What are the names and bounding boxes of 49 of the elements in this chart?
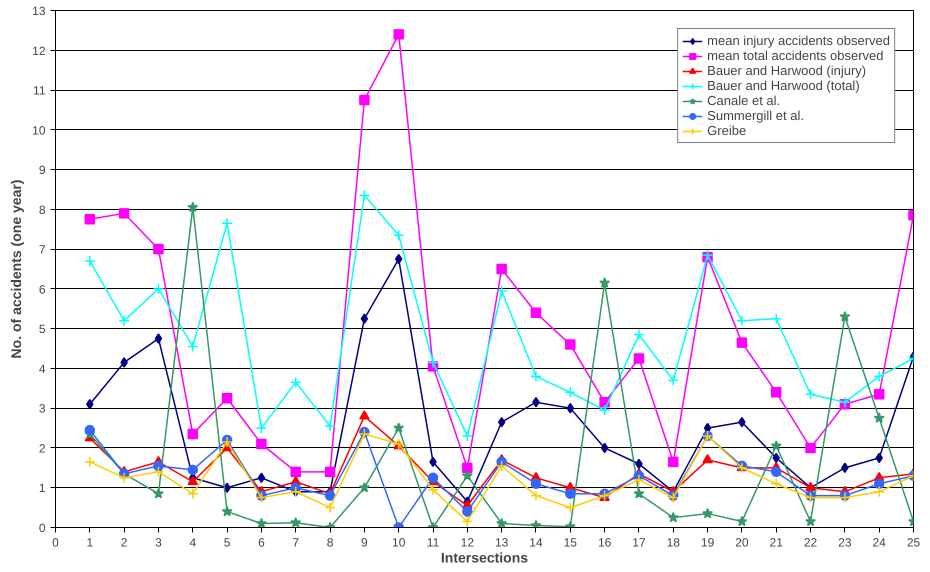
y-tick-label: 5 [38,322,46,336]
y-tick-label: 12 [32,44,46,58]
x-tick-label: 20 [735,536,749,550]
y-axis-title: No. of accidents (one year) [8,180,24,358]
x-tick-label: 17 [632,536,646,550]
y-tick-label: 6 [38,282,46,296]
legend-label: mean injury accidents observed [707,33,890,48]
legend-label: Canale et al. [707,93,780,108]
x-tick-label: 18 [666,536,680,550]
y-tick-label: 10 [32,123,46,138]
y-tick-label: 9 [38,163,46,178]
x-tick-label: 2 [120,536,128,550]
y-tick-label: 13 [32,4,46,18]
x-tick-label: 15 [564,536,578,550]
x-tick-label: 8 [326,536,334,550]
y-tick-label: 1 [38,481,46,496]
y-tick-label: 2 [38,441,46,456]
x-tick-label: 5 [224,536,231,550]
y-tick-label: 3 [38,402,46,416]
x-tick-label: 21 [770,536,784,550]
x-tick-label: 13 [494,536,509,550]
legend-label: Summergill et al. [707,108,804,123]
x-axis-title: Intersections [440,550,528,566]
x-tick-label: 22 [804,536,818,550]
x-tick-label: 0 [52,536,60,550]
legend-label: Greibe [707,123,746,138]
x-tick-label: 25 [906,536,920,550]
y-tick-label: 11 [33,84,46,98]
y-tick-label: 0 [38,521,46,535]
x-tick-label: 14 [529,536,543,550]
x-tick-label: 24 [872,536,886,550]
x-tick-label: 12 [460,536,474,550]
x-tick-label: 9 [361,536,368,550]
x-tick-label: 11 [426,536,440,550]
x-tick-label: 3 [155,536,162,550]
x-tick-label: 6 [258,536,266,550]
legend-label: mean total accidents observed [707,48,884,63]
y-tick-label: 8 [38,202,46,217]
x-tick-label: 16 [598,536,612,550]
x-tick-label: 23 [838,536,852,550]
legend-label: Bauer and Harwood (total) [707,78,860,93]
x-tick-label: 1 [86,536,94,550]
x-tick-label: 19 [700,536,715,550]
y-tick-label: 4 [38,362,46,376]
y-tick-label: 7 [38,242,46,257]
x-tick-label: 4 [189,536,196,550]
legend-label: Bauer and Harwood (injury) [707,63,866,78]
x-tick-label: 10 [392,536,406,550]
x-tick-label: 7 [292,536,300,550]
